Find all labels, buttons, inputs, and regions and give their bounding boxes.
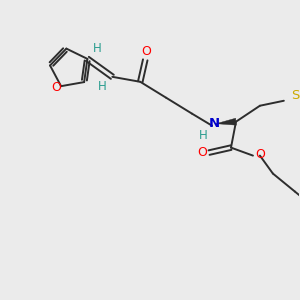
Text: H: H: [93, 42, 102, 56]
Polygon shape: [216, 118, 236, 125]
Text: H: H: [199, 129, 207, 142]
Text: O: O: [197, 146, 207, 159]
Text: O: O: [141, 45, 151, 58]
Text: S: S: [292, 89, 300, 102]
Text: N: N: [208, 117, 220, 130]
Text: O: O: [51, 81, 61, 94]
Text: H: H: [98, 80, 107, 93]
Text: O: O: [255, 148, 265, 161]
